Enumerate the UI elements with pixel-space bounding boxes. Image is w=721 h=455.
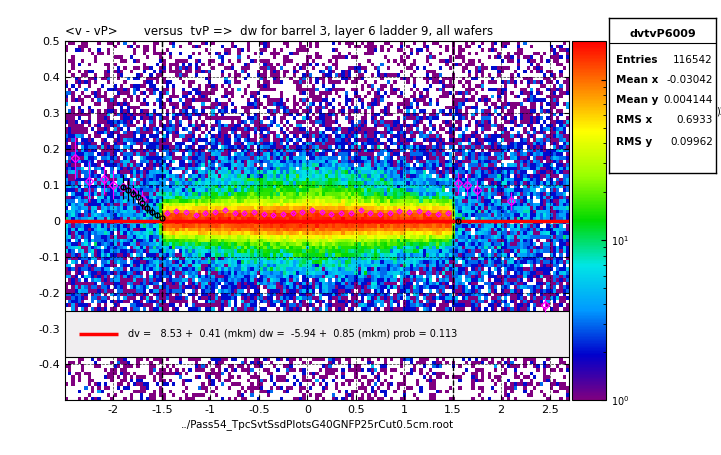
Text: 0.004144: 0.004144 bbox=[663, 95, 713, 105]
Text: <v - vP>       versus  tvP =>  dw for barrel 3, layer 6 ladder 9, all wafers: <v - vP> versus tvP => dw for barrel 3, … bbox=[65, 25, 493, 38]
Text: Entries: Entries bbox=[616, 55, 657, 65]
Text: 0.09962: 0.09962 bbox=[670, 137, 713, 147]
Text: RMS y: RMS y bbox=[616, 137, 652, 147]
Text: )2: )2 bbox=[716, 106, 721, 116]
Text: Mean y: Mean y bbox=[616, 95, 658, 105]
Text: Mean x: Mean x bbox=[616, 75, 658, 85]
Bar bbox=[65, 311, 569, 357]
Text: dv =   8.53 +  0.41 (mkm) dw =  -5.94 +  0.85 (mkm) prob = 0.113: dv = 8.53 + 0.41 (mkm) dw = -5.94 + 0.85… bbox=[128, 329, 457, 339]
X-axis label: ../Pass54_TpcSvtSsdPlotsG40GNFP25rCut0.5cm.root: ../Pass54_TpcSvtSsdPlotsG40GNFP25rCut0.5… bbox=[180, 420, 454, 430]
Text: dvtvP6009: dvtvP6009 bbox=[629, 29, 696, 39]
Text: 0.6933: 0.6933 bbox=[676, 115, 713, 125]
Text: RMS x: RMS x bbox=[616, 115, 652, 125]
Text: 116542: 116542 bbox=[673, 55, 713, 65]
Text: -0.03042: -0.03042 bbox=[666, 75, 713, 85]
